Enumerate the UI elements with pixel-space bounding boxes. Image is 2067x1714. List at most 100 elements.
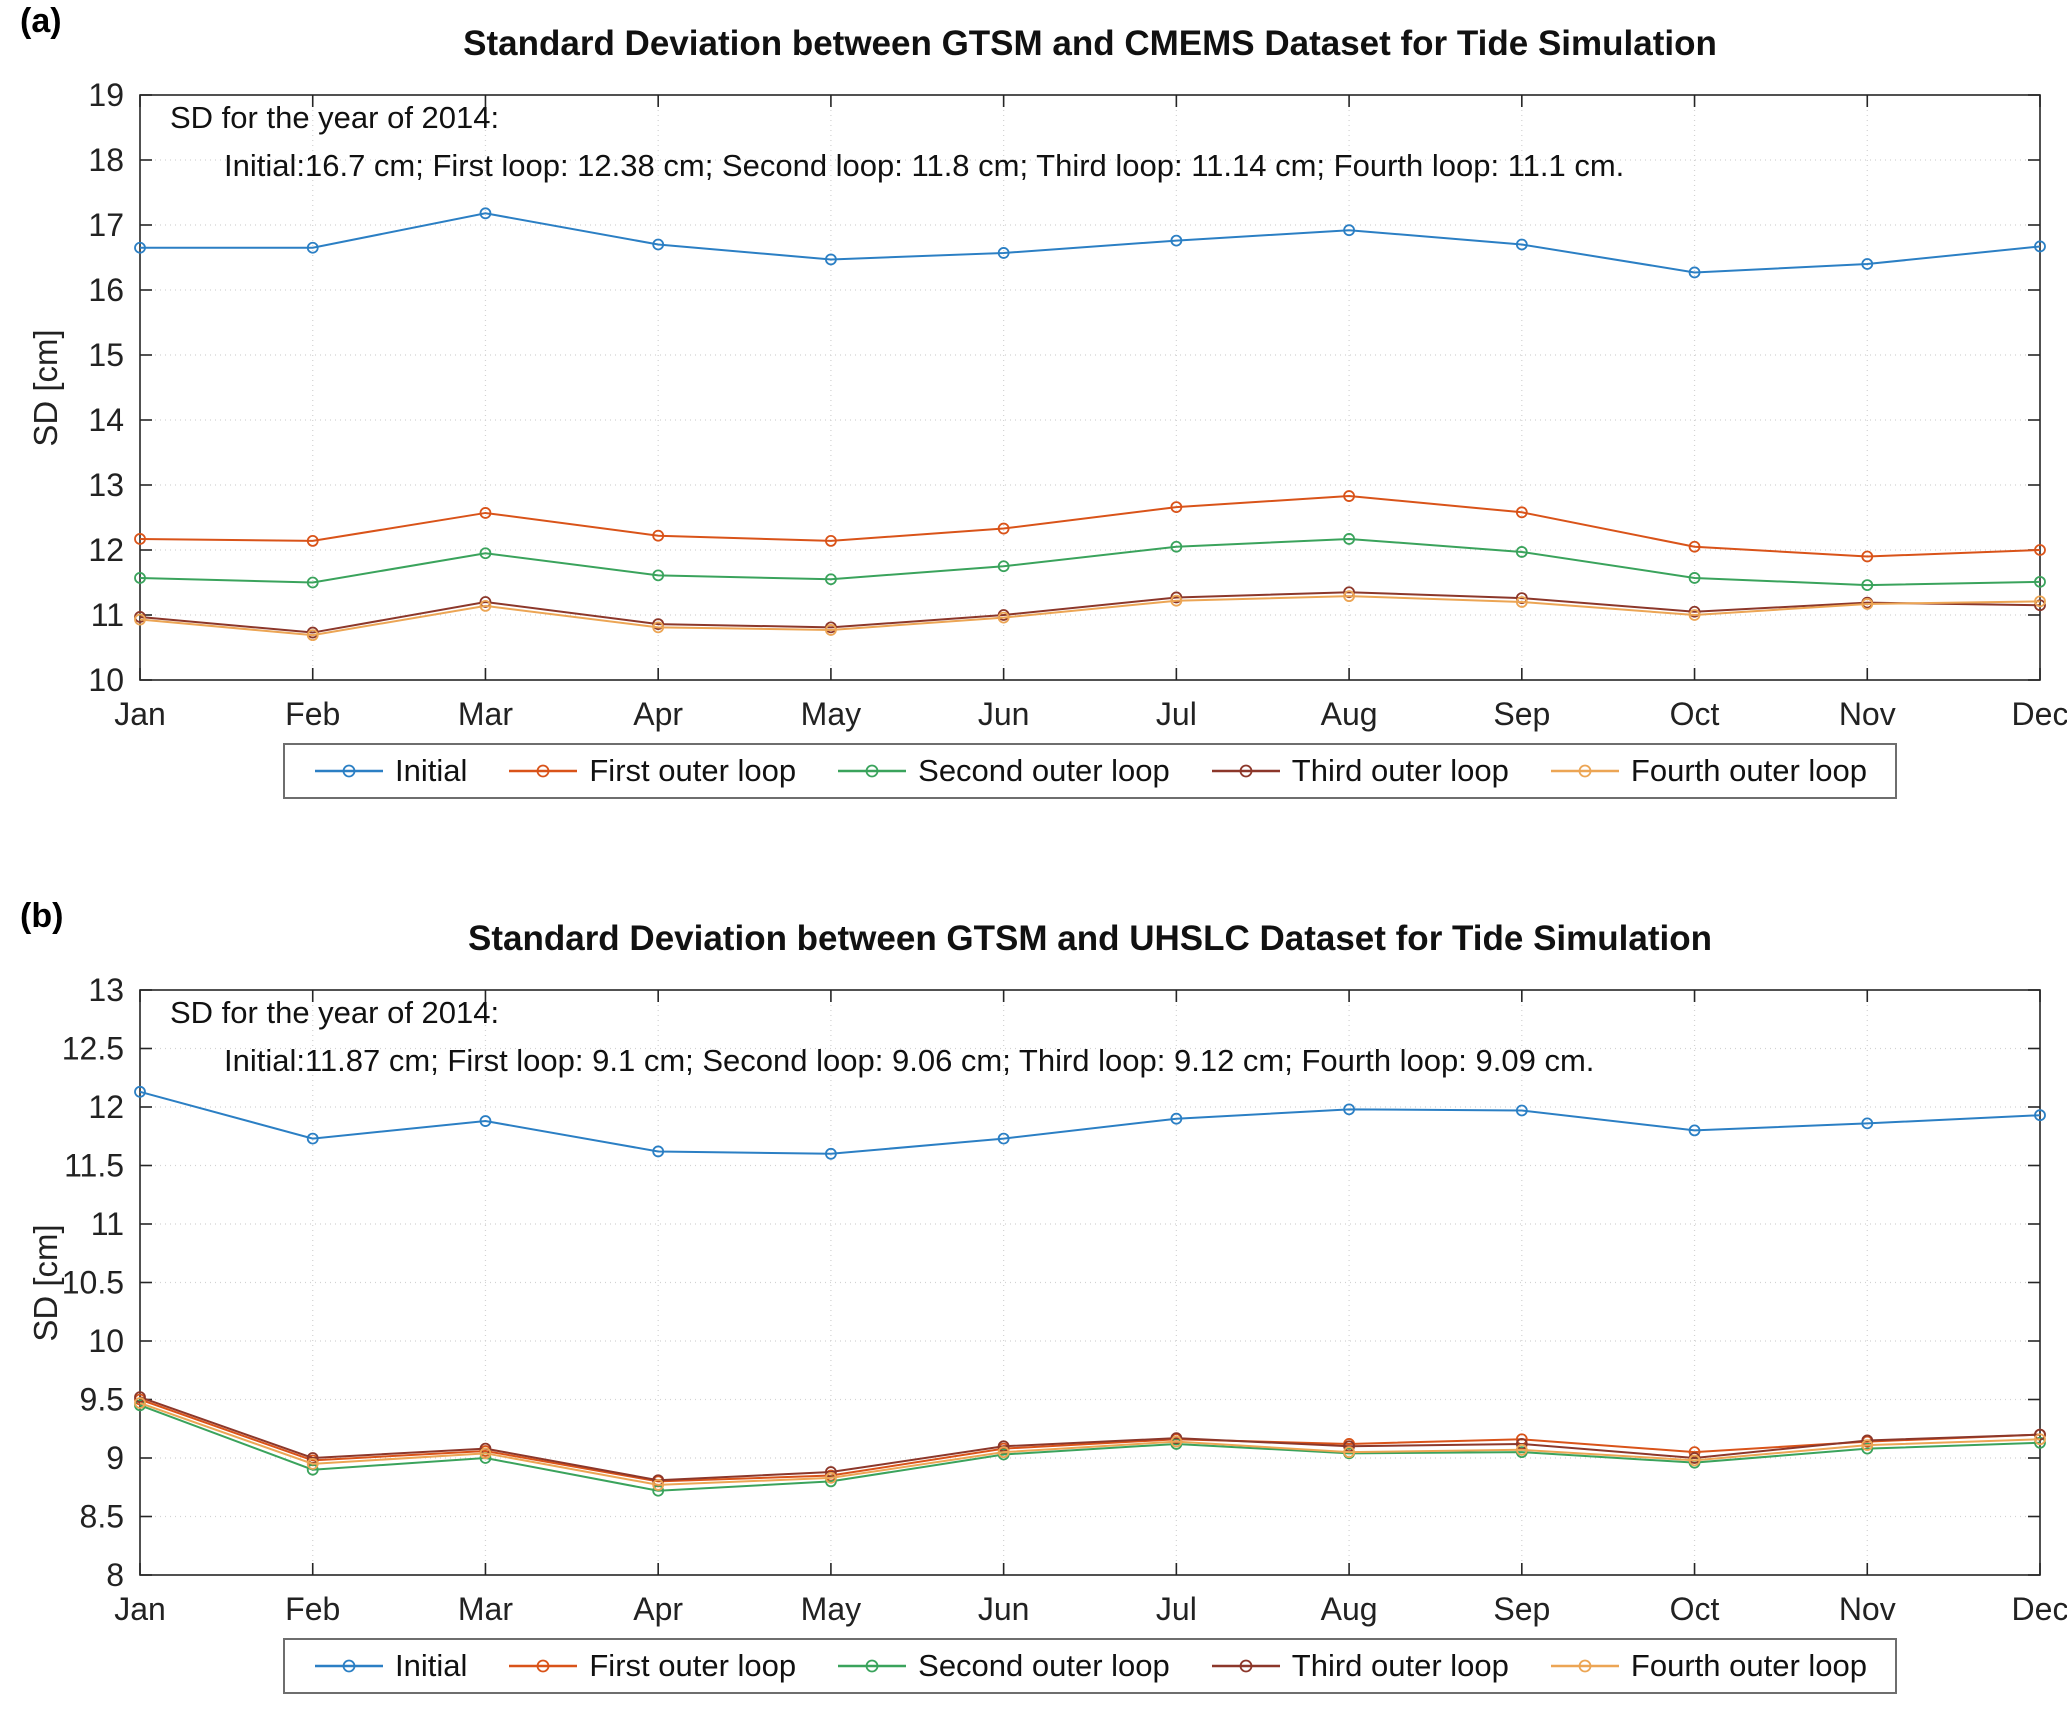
panel-b-label: (b) [20, 897, 64, 935]
data-marker [479, 596, 492, 608]
data-marker [1515, 238, 1528, 251]
data-marker [306, 629, 319, 642]
data-marker [652, 529, 665, 542]
data-marker [2034, 1109, 2046, 1122]
data-marker [825, 573, 837, 586]
data-marker [1515, 1443, 1528, 1456]
data-marker [1170, 1112, 1183, 1125]
series-first-outer-loop [134, 1393, 2046, 1488]
legend-line-marker-icon [1550, 1659, 1619, 1673]
panel-a-legend: Initial First outer loop Second outer loop… [283, 743, 1897, 799]
legend-line-marker-icon [315, 1659, 383, 1673]
data-marker [2034, 544, 2046, 556]
data-marker [1343, 1103, 1355, 1116]
data-marker [134, 533, 146, 545]
y-tick-label: 11.5 [64, 1148, 124, 1184]
legend-line-marker-icon [509, 764, 578, 778]
data-marker [306, 1457, 319, 1470]
data-marker [479, 547, 492, 560]
panel-a-annotation-line2: Initial:16.7 cm; First loop: 12.38 cm; S… [224, 148, 1625, 183]
y-tick-label: 9 [106, 1440, 124, 1476]
y-tick-label: 10.5 [62, 1265, 124, 1301]
data-marker [2034, 240, 2046, 253]
data-marker [652, 618, 665, 630]
data-marker [652, 1145, 665, 1158]
data-marker [134, 572, 146, 584]
data-marker [825, 253, 837, 266]
x-tick-label: Dec [2012, 1591, 2067, 1627]
x-tick-label: Jan [114, 1591, 166, 1627]
data-marker [1343, 586, 1355, 599]
data-marker [1861, 1439, 1874, 1452]
data-marker [825, 624, 837, 636]
data-marker [479, 1447, 492, 1460]
data-marker [1688, 609, 1701, 621]
data-marker [997, 611, 1010, 624]
data-marker [1861, 579, 1874, 591]
data-marker [652, 569, 665, 582]
y-tick-label: 14 [88, 402, 124, 438]
data-marker [306, 1132, 319, 1145]
data-marker [1170, 234, 1183, 247]
tick-labels: 8 8.5 9 9.5 10 10.5 11 11.5 12 12.5 13 Jan Feb Mar Apr… [62, 972, 2067, 1627]
data-marker [825, 535, 837, 547]
x-tick-label: Oct [1670, 1591, 1720, 1627]
series-second-outer-loop [134, 533, 2046, 591]
panel-a-y-axis-label: SD [cm] [27, 329, 64, 447]
data-marker [1515, 592, 1528, 604]
legend-item-initial: Initial [313, 753, 467, 789]
panel-a-annotation-line1: SD for the year of 2014: [170, 100, 500, 135]
data-marker [1688, 1124, 1701, 1137]
data-marker [1343, 533, 1355, 545]
data-marker [134, 1397, 146, 1409]
data-marker [1170, 501, 1183, 514]
data-marker [1170, 540, 1183, 553]
data-marker [997, 560, 1010, 573]
y-tick-label: 13 [88, 467, 124, 503]
panel-a-title: Standard Deviation between GTSM and CMEM… [463, 24, 1717, 63]
x-tick-label: Aug [1321, 1591, 1378, 1627]
y-tick-label: 12 [88, 532, 124, 568]
data-marker [2034, 595, 2046, 608]
series-initial [134, 1085, 2046, 1160]
x-tick-label: Nov [1839, 696, 1896, 732]
x-tick-label: Mar [458, 1591, 513, 1627]
y-tick-label: 16 [88, 272, 124, 308]
y-tick-label: 15 [88, 337, 124, 373]
legend-line-marker-icon [1211, 764, 1280, 778]
legend-line-marker-icon [509, 1659, 578, 1673]
data-marker [1861, 1442, 1874, 1455]
legend-label: Third outer loop [1291, 753, 1509, 788]
x-tick-label: Nov [1839, 1591, 1896, 1627]
series-fourth-outer-loop [134, 1397, 2046, 1491]
data-marker [1170, 1432, 1183, 1445]
panel-b-y-axis-label: SD [cm] [27, 1224, 64, 1342]
series-third-outer-loop [134, 1391, 2046, 1487]
legend-label: First outer loop [589, 753, 797, 788]
x-tick-label: Apr [633, 1591, 683, 1627]
y-tick-label: 11 [91, 597, 124, 633]
data-marker [652, 621, 665, 634]
legend-item-first-outer-loop: First outer loop [507, 753, 796, 789]
data-marker [825, 1471, 837, 1484]
data-marker [2034, 1433, 2046, 1446]
x-tick-label: Jul [1156, 1591, 1197, 1627]
data-marker [997, 1132, 1010, 1145]
data-marker [1688, 605, 1701, 618]
data-marker [1688, 572, 1701, 584]
data-marker [134, 1085, 146, 1098]
x-tick-label: Oct [1670, 696, 1720, 732]
legend-label: Second outer loop [918, 753, 1170, 788]
legend-label: Fourth outer loop [1630, 1648, 1867, 1683]
data-marker [1343, 590, 1355, 603]
gridlines [140, 990, 2040, 1575]
y-tick-label: 17 [88, 207, 124, 243]
legend-item-second-outer-loop: Second outer loop [836, 1648, 1170, 1684]
data-marker [479, 600, 492, 612]
legend-label: Second outer loop [918, 1648, 1170, 1683]
data-marker [1170, 591, 1183, 604]
x-tick-label: Apr [633, 696, 683, 732]
data-marker [997, 522, 1010, 535]
y-tick-label: 11 [91, 1206, 124, 1242]
